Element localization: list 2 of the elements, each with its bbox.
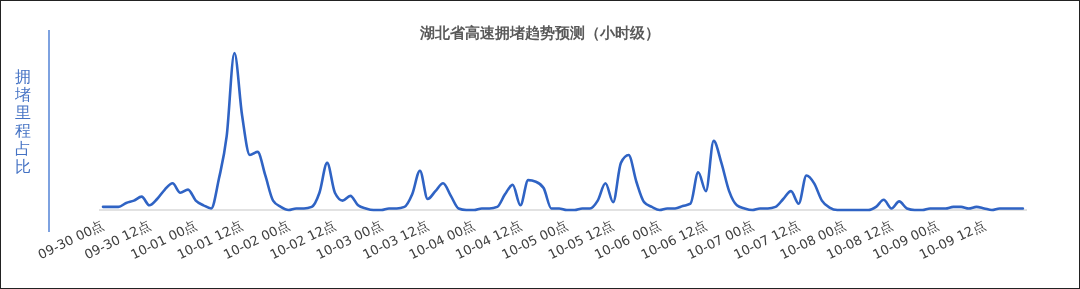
y-axis-title: 拥堵里程占比: [14, 67, 31, 176]
chart-title: 湖北省高速拥堵趋势预测（小时级）: [419, 24, 660, 42]
